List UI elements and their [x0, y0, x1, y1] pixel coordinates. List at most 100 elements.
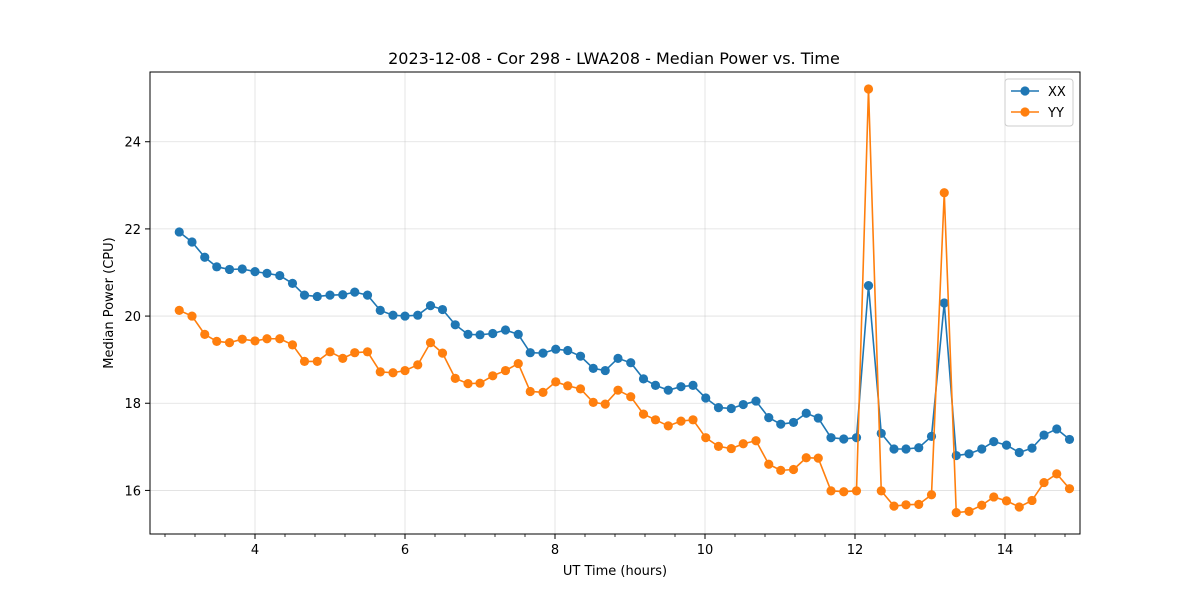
- y-tick-label: 16: [124, 484, 141, 499]
- data-point-xx: [726, 403, 736, 414]
- data-point-xx: [488, 328, 498, 339]
- data-point-yy: [1052, 469, 1062, 479]
- x-tick-label: 14: [997, 543, 1014, 558]
- data-point-yy: [863, 84, 874, 94]
- x-axis-label: UT Time (hours): [563, 564, 667, 579]
- data-point-yy: [525, 386, 535, 397]
- data-point-xx: [425, 301, 436, 311]
- data-point-xx: [413, 310, 423, 320]
- data-point-xx: [989, 437, 999, 447]
- data-point-yy: [212, 336, 222, 346]
- data-point-yy: [325, 347, 335, 357]
- data-point-yy: [751, 436, 761, 446]
- legend-swatch-marker: [1020, 86, 1030, 96]
- data-point-yy: [701, 433, 711, 443]
- data-point-xx: [299, 290, 310, 300]
- grid-lines: [150, 72, 1080, 534]
- x-tick-label: 8: [551, 543, 559, 558]
- data-point-xx: [1027, 443, 1037, 453]
- y-axis-label: Median Power (CPU): [102, 237, 117, 368]
- data-point-xx: [350, 287, 360, 297]
- data-point-yy: [551, 377, 561, 387]
- series-line-yy: [178, 88, 1071, 514]
- data-point-xx: [863, 280, 874, 291]
- data-point-yy: [1014, 502, 1024, 512]
- data-point-yy: [650, 415, 661, 425]
- data-point-yy: [275, 334, 285, 344]
- data-point-xx: [801, 408, 811, 418]
- data-point-xx: [977, 444, 987, 454]
- data-point-yy: [626, 392, 636, 402]
- data-point-yy: [250, 336, 260, 346]
- data-point-xx: [813, 413, 823, 423]
- data-point-yy: [463, 379, 473, 389]
- data-point-xx: [663, 385, 673, 395]
- data-point-xx: [901, 444, 911, 454]
- data-point-xx: [500, 325, 511, 335]
- data-point-xx: [237, 264, 247, 274]
- data-point-xx: [600, 365, 610, 376]
- series-yy: [174, 84, 1075, 518]
- data-point-xx: [287, 278, 298, 288]
- legend: XX YY: [1004, 78, 1074, 127]
- data-point-yy: [575, 384, 586, 394]
- data-point-xx: [362, 290, 373, 300]
- data-point-xx: [876, 428, 886, 438]
- data-point-yy: [889, 501, 899, 511]
- data-point-yy: [964, 506, 974, 516]
- series-xx: [174, 227, 1075, 461]
- data-point-yy: [764, 459, 774, 469]
- data-point-xx: [375, 305, 385, 316]
- data-point-xx: [751, 396, 761, 406]
- data-point-xx: [1001, 440, 1012, 450]
- data-point-xx: [551, 344, 561, 354]
- data-point-yy: [738, 439, 748, 449]
- legend-swatch-marker: [1020, 107, 1030, 117]
- data-point-yy: [813, 453, 823, 463]
- data-point-xx: [450, 320, 460, 330]
- y-tick-label: 22: [124, 223, 141, 238]
- data-point-xx: [388, 310, 398, 320]
- data-point-yy: [826, 486, 836, 496]
- data-point-yy: [676, 416, 686, 426]
- data-point-xx: [851, 433, 862, 443]
- data-point-xx: [1014, 447, 1024, 458]
- data-point-yy: [350, 348, 360, 358]
- data-point-xx: [275, 270, 285, 281]
- data-point-xx: [650, 380, 661, 390]
- y-tick-label: 24: [124, 136, 141, 151]
- data-point-yy: [437, 348, 448, 358]
- data-point-yy: [375, 367, 385, 377]
- data-point-yy: [1027, 495, 1037, 506]
- data-point-yy: [563, 381, 573, 391]
- data-point-yy: [977, 500, 987, 510]
- data-point-yy: [538, 387, 548, 397]
- x-tick-label: 10: [697, 543, 714, 558]
- legend-item-yy: YY: [1011, 106, 1064, 121]
- data-point-yy: [299, 356, 310, 366]
- data-point-yy: [1064, 484, 1075, 494]
- data-point-yy: [224, 338, 235, 348]
- data-point-xx: [463, 329, 473, 339]
- data-point-xx: [613, 353, 623, 363]
- data-point-yy: [388, 368, 398, 378]
- data-point-xx: [676, 382, 686, 392]
- data-point-xx: [325, 290, 335, 300]
- data-point-yy: [475, 378, 485, 388]
- data-point-xx: [839, 434, 849, 444]
- data-point-xx: [826, 433, 836, 443]
- data-point-xx: [400, 311, 410, 321]
- data-point-xx: [626, 358, 636, 368]
- data-point-xx: [538, 348, 548, 358]
- data-point-xx: [250, 267, 260, 277]
- data-point-xx: [764, 413, 774, 423]
- data-point-yy: [362, 347, 373, 357]
- data-point-xx: [701, 393, 711, 403]
- data-point-yy: [726, 443, 736, 454]
- data-point-yy: [400, 365, 410, 376]
- data-point-xx: [914, 443, 924, 453]
- data-point-xx: [1052, 424, 1062, 434]
- data-point-yy: [939, 188, 949, 198]
- data-point-yy: [312, 356, 322, 366]
- data-point-xx: [475, 330, 485, 340]
